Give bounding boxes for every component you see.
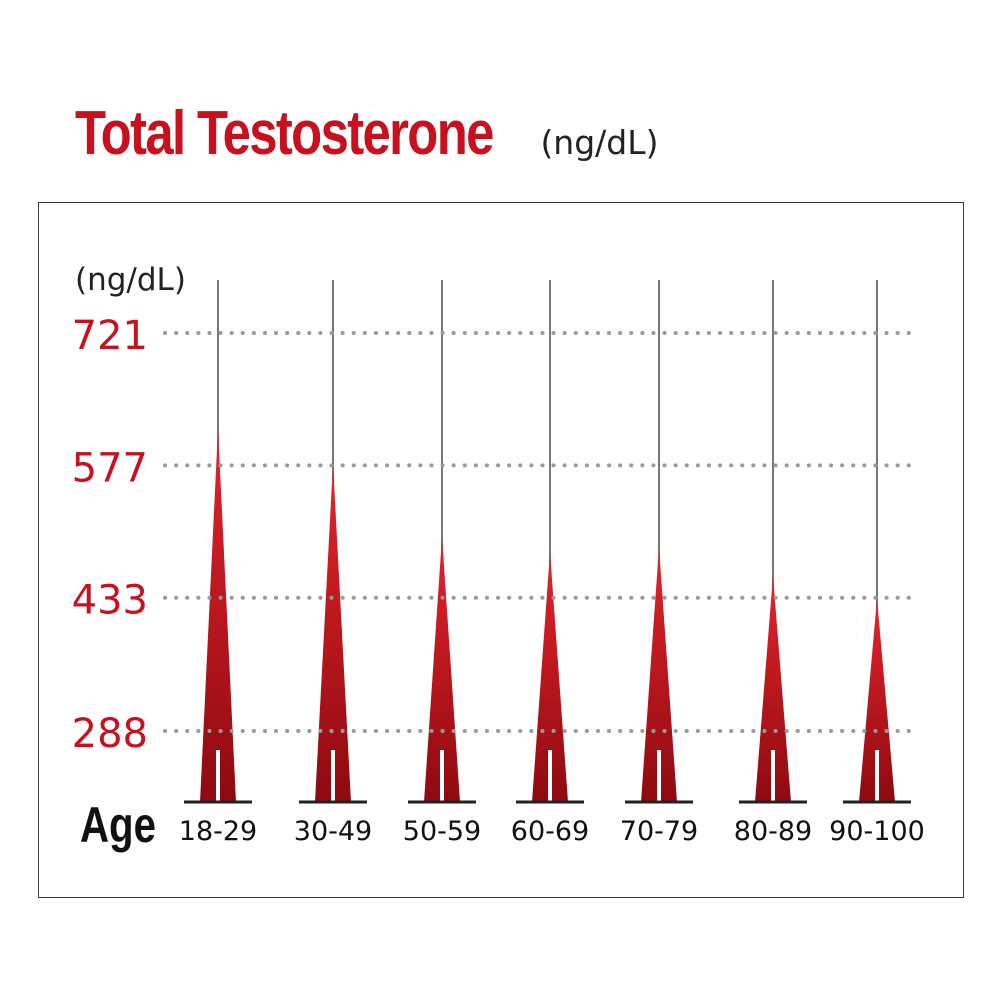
bar-notch-18-29: [216, 750, 220, 802]
bar-notch-80-89: [771, 750, 775, 802]
x-axis-label: Age: [80, 797, 156, 853]
bar-notch-30-49: [331, 750, 335, 802]
chart-title-unit: (ng/dL): [540, 123, 659, 162]
bar-50-59: [424, 537, 460, 802]
x-tick-label-50-59: 50-59: [403, 816, 481, 847]
y-tick-label-288: 288: [72, 711, 148, 757]
y-axis-unit-label: (ng/dL): [75, 262, 186, 298]
bar-notch-90-100: [875, 750, 879, 802]
y-tick-label-433: 433: [72, 578, 148, 624]
x-tick-label-90-100: 90-100: [829, 816, 925, 847]
y-tick-label-721: 721: [72, 313, 148, 359]
bar-60-69: [532, 551, 568, 802]
x-tick-label-30-49: 30-49: [294, 816, 372, 847]
y-tick-label-577: 577: [72, 445, 148, 491]
x-tick-label-70-79: 70-79: [620, 816, 698, 847]
bar-notch-70-79: [657, 750, 661, 802]
x-tick-label-60-69: 60-69: [511, 816, 589, 847]
chart-frame: [38, 202, 964, 898]
chart-title: Total Testosterone (ng/dL): [75, 98, 659, 178]
bar-notch-60-69: [548, 750, 552, 802]
bar-70-79: [641, 547, 677, 802]
bar-18-29: [200, 428, 236, 802]
bar-80-89: [755, 575, 791, 802]
bar-30-49: [315, 463, 351, 802]
x-tick-label-80-89: 80-89: [734, 816, 812, 847]
chart-title-main: Total Testosterone: [75, 99, 494, 168]
bar-90-100: [859, 598, 895, 802]
bar-notch-50-59: [440, 750, 444, 802]
x-tick-label-18-29: 18-29: [179, 816, 257, 847]
